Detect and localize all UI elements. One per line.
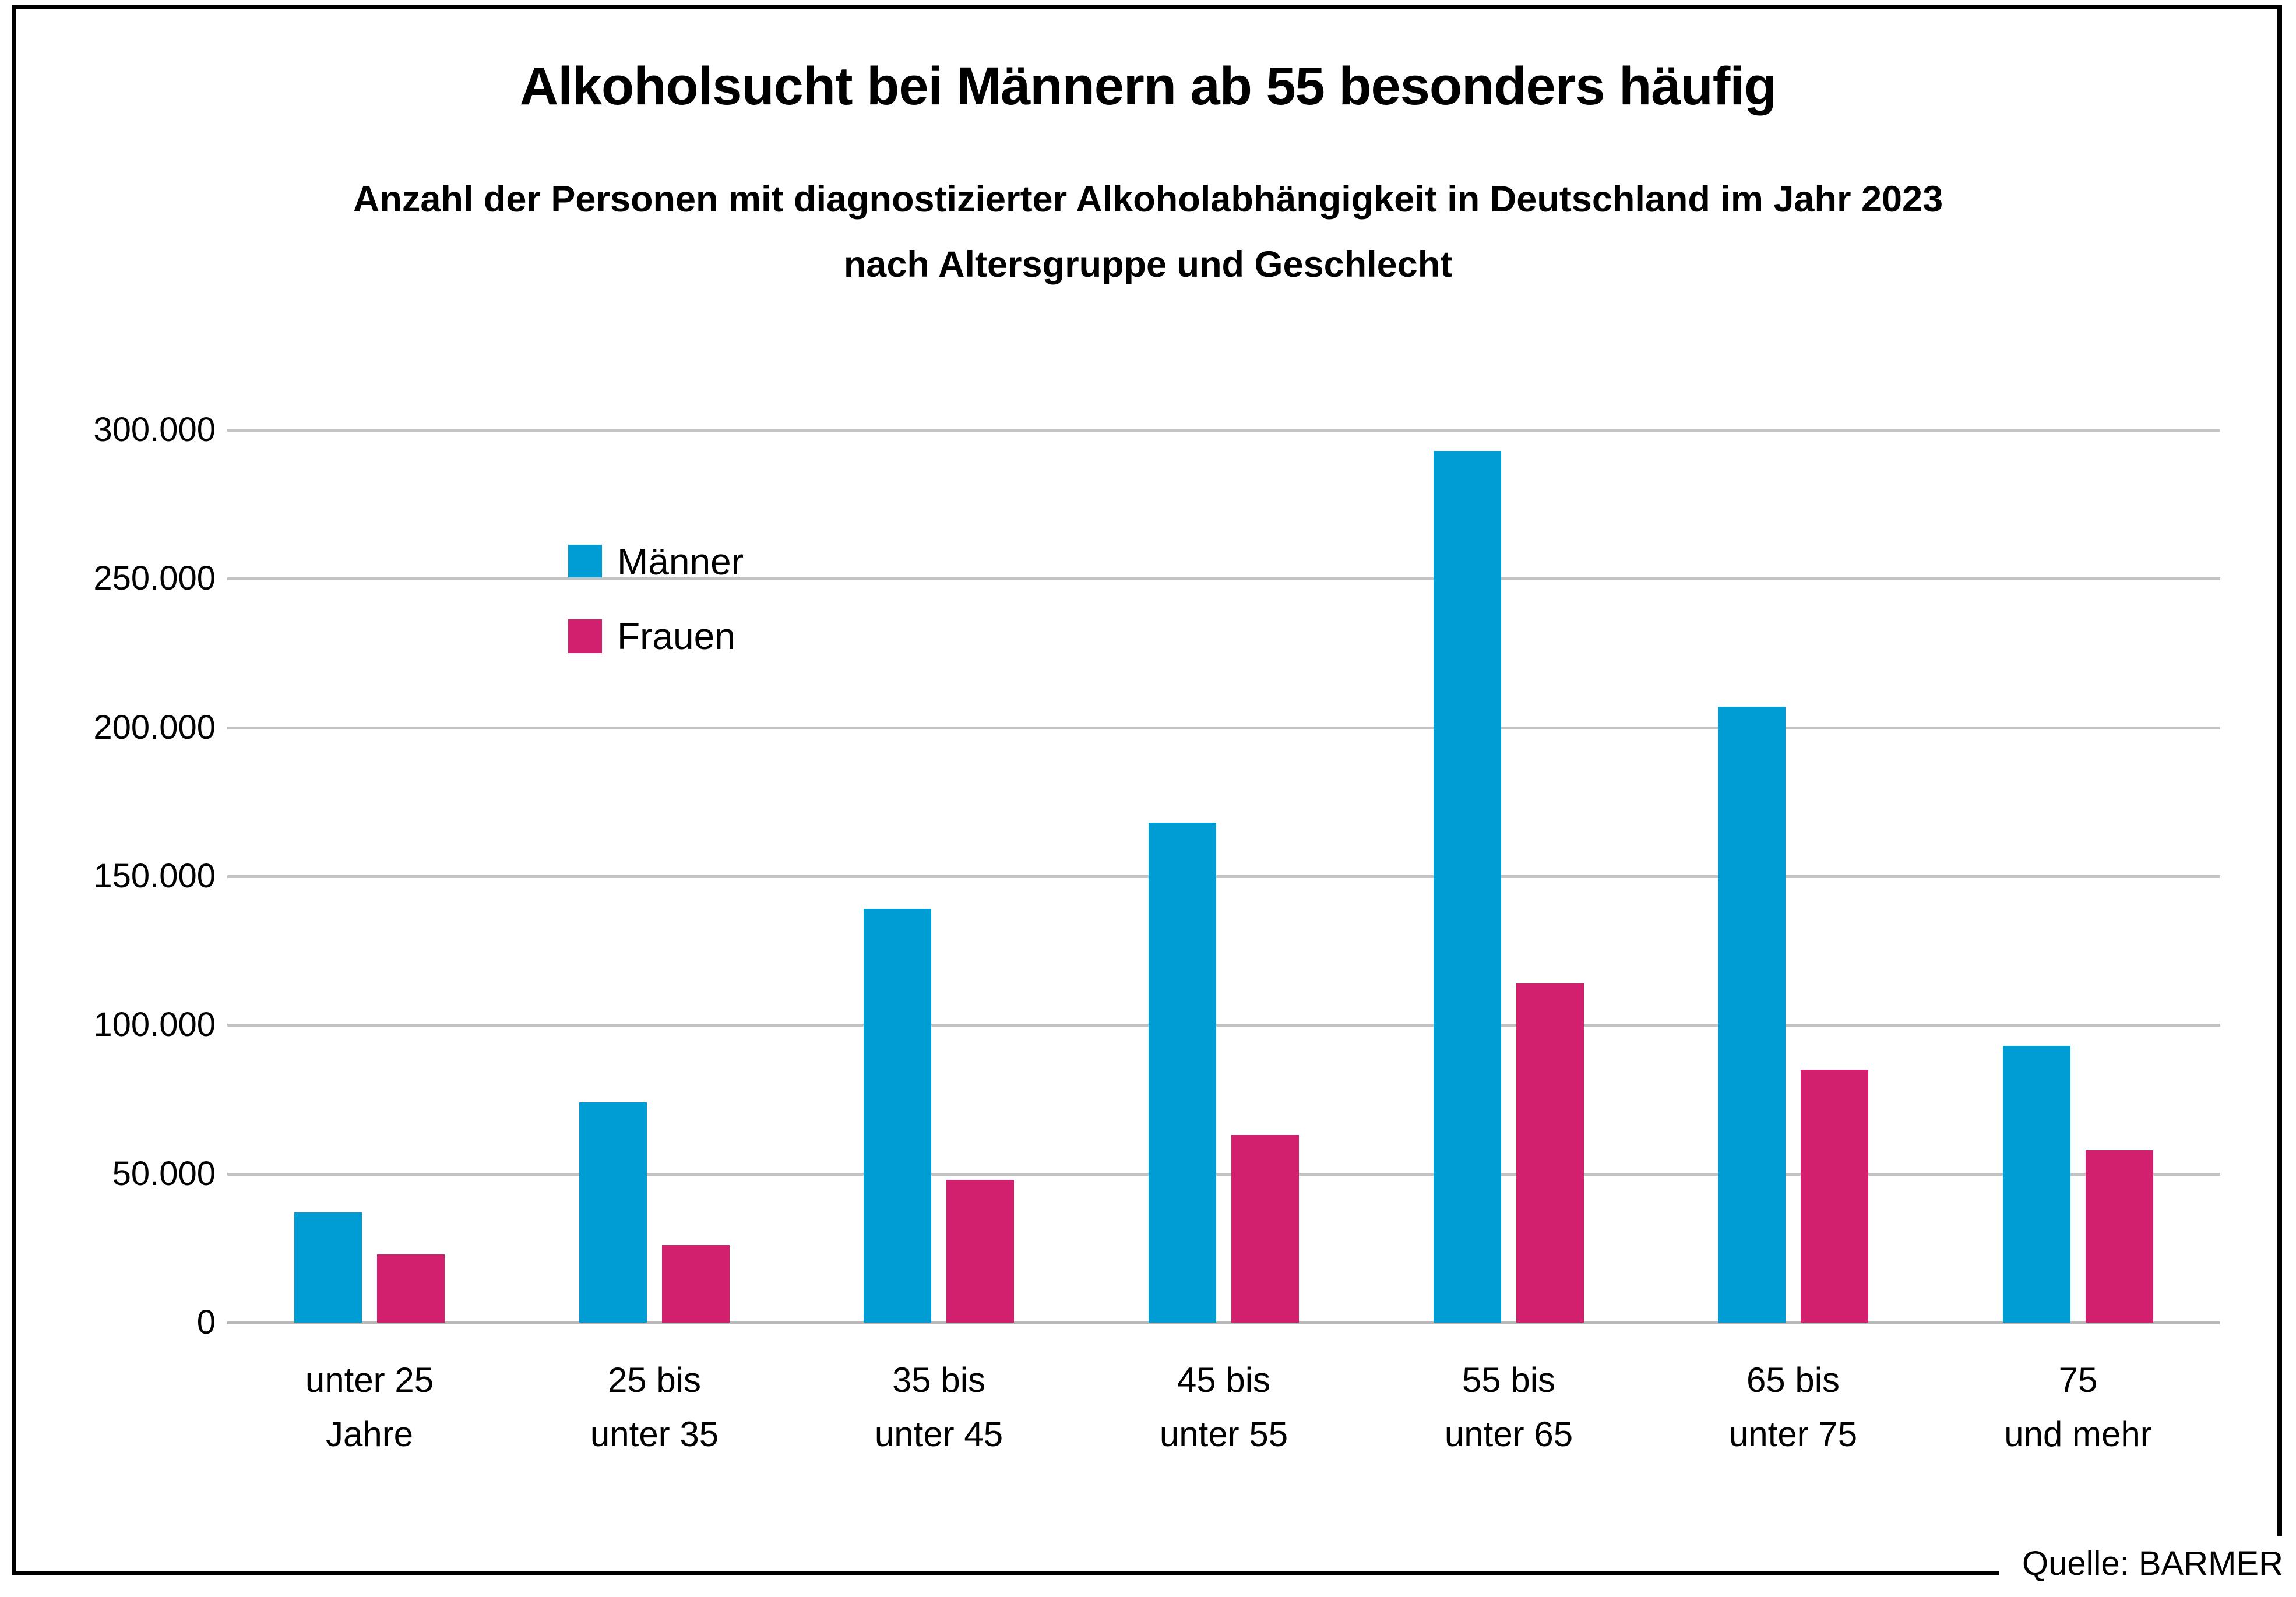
plot-area — [227, 429, 2220, 1324]
x-axis-label-65-bis-unter-75: 65 bis unter 75 — [1659, 1353, 1927, 1461]
x-axis-label-line: und mehr — [2004, 1415, 2152, 1454]
legend-swatch-maenner — [568, 545, 602, 579]
gridline-250.000 — [227, 577, 2220, 581]
bar-frauen-45-bis-unter-55 — [1231, 1135, 1299, 1323]
gridline-100.000 — [227, 1024, 2220, 1027]
x-axis-label-line: 55 bis — [1462, 1360, 1556, 1399]
legend-swatch-frauen — [568, 619, 602, 653]
x-axis-label-line: unter 25 — [305, 1360, 434, 1399]
x-axis-label-line: unter 45 — [874, 1415, 1003, 1454]
legend-label-frauen: Frauen — [617, 615, 735, 657]
x-axis-label-line: 75 — [2058, 1360, 2098, 1399]
x-axis-label-55-bis-unter-65: 55 bis unter 65 — [1375, 1353, 1643, 1461]
x-axis-label-line: 45 bis — [1177, 1360, 1271, 1399]
y-axis-tick-100.000: 100.000 — [93, 1006, 216, 1044]
bar-frauen-75-und-mehr — [2086, 1150, 2153, 1323]
x-axis-label-35-bis-unter-45: 35 bis unter 45 — [805, 1353, 1073, 1461]
bar-frauen-unter-25-jahre — [377, 1254, 445, 1323]
bar-männer-65-bis-unter-75 — [1718, 707, 1786, 1323]
x-axis-label-line: 25 bis — [607, 1360, 702, 1399]
chart-subtitle-line-2: nach Altersgruppe und Geschlecht — [843, 244, 1453, 285]
x-axis-label-45-bis-unter-55: 45 bis unter 55 — [1090, 1353, 1358, 1461]
x-axis-label-line: unter 75 — [1728, 1415, 1858, 1454]
gridline-0 — [227, 1321, 2220, 1324]
bar-männer-25-bis-unter-35 — [579, 1102, 647, 1323]
gridline-300.000 — [227, 429, 2220, 432]
chart-frame-border — [12, 5, 2282, 1575]
bar-männer-35-bis-unter-45 — [864, 909, 931, 1323]
x-axis-label-line: 35 bis — [892, 1360, 986, 1399]
bar-frauen-55-bis-unter-65 — [1516, 983, 1584, 1323]
bar-männer-45-bis-unter-55 — [1149, 823, 1216, 1323]
x-axis-label-25-bis-unter-35: 25 bis unter 35 — [520, 1353, 788, 1461]
gridline-200.000 — [227, 726, 2220, 729]
y-axis-tick-200.000: 200.000 — [93, 708, 216, 746]
bar-männer-75-und-mehr — [2003, 1046, 2070, 1323]
y-axis-tick-300.000: 300.000 — [93, 411, 216, 449]
legend-row-frauen: Frauen — [568, 599, 744, 674]
bar-frauen-65-bis-unter-75 — [1801, 1070, 1868, 1323]
x-axis-label-line: unter 65 — [1444, 1415, 1573, 1454]
x-axis-label-line: unter 35 — [590, 1415, 719, 1454]
x-axis-label-line: 65 bis — [1746, 1360, 1840, 1399]
gridline-50.000 — [227, 1172, 2220, 1176]
chart-subtitle-line-1: Anzahl der Personen mit diagnostizierter… — [353, 179, 1943, 220]
bar-frauen-25-bis-unter-35 — [662, 1245, 730, 1323]
y-axis-tick-150.000: 150.000 — [93, 857, 216, 895]
chart-legend: Männer Frauen — [568, 524, 744, 674]
x-axis-label-line: unter 55 — [1159, 1415, 1288, 1454]
y-axis-tick-0: 0 — [196, 1303, 216, 1341]
y-axis-tick-250.000: 250.000 — [93, 559, 216, 598]
bar-frauen-35-bis-unter-45 — [946, 1180, 1014, 1323]
bar-männer-unter-25-jahre — [294, 1212, 362, 1323]
source-credit: Quelle: BARMER — [1998, 1536, 2287, 1589]
chart-title: Alkoholsucht bei Männern ab 55 besonders… — [519, 57, 1777, 116]
x-axis-label-unter-25-jahre: unter 25 Jahre — [235, 1353, 503, 1461]
y-axis-tick-50.000: 50.000 — [112, 1154, 216, 1193]
legend-label-maenner: Männer — [617, 541, 744, 583]
legend-row-maenner: Männer — [568, 524, 744, 599]
chart-subtitle: Anzahl der Personen mit diagnostizierter… — [0, 167, 2296, 297]
x-axis-label-75-und-mehr: 75 und mehr — [1944, 1353, 2212, 1461]
bar-männer-55-bis-unter-65 — [1434, 451, 1501, 1323]
x-axis-label-line: Jahre — [325, 1415, 414, 1454]
gridline-150.000 — [227, 875, 2220, 878]
